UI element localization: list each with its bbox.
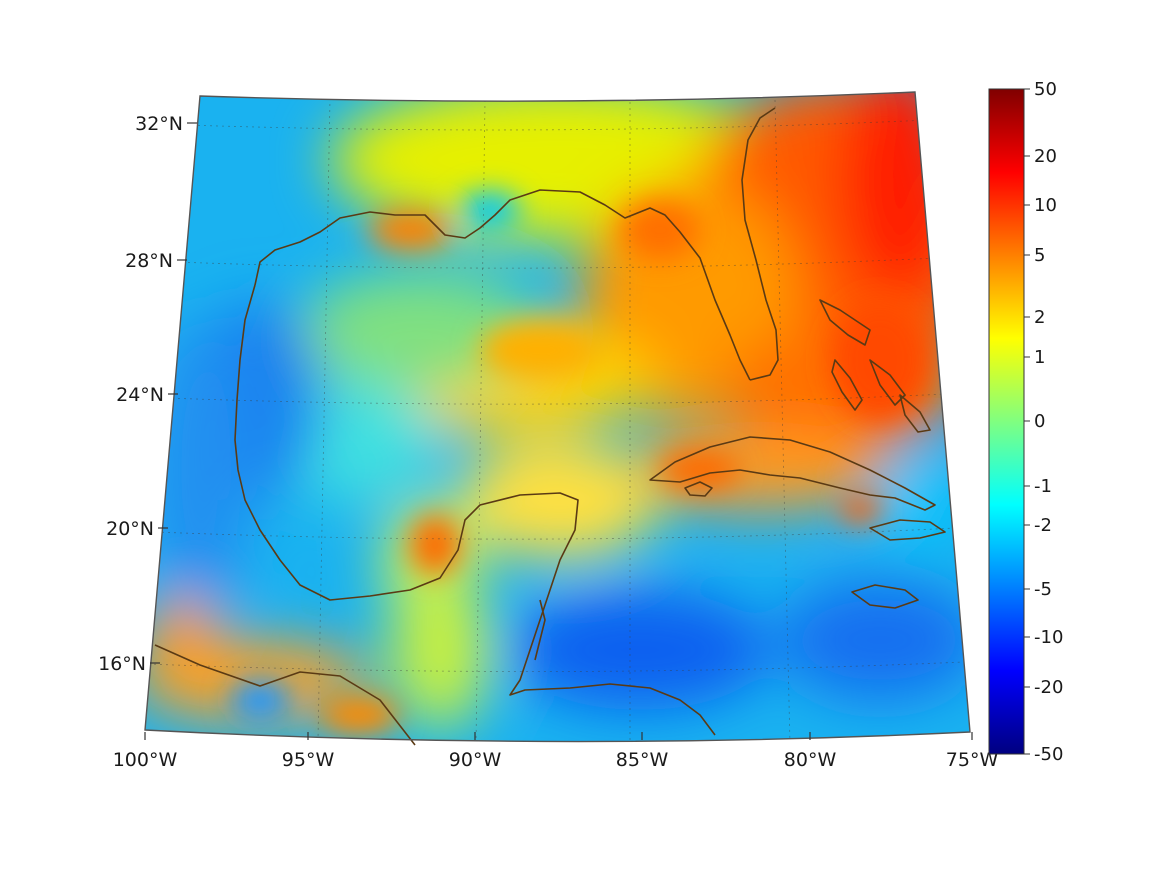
jamaica-coastline [851,584,919,609]
lat-tick-label: 24°N [116,384,164,406]
us-gulf-coastline [254,189,751,381]
colorbar-tick-label: 5 [1034,245,1045,266]
colorbar-tick-label: -2 [1034,515,1052,536]
colorbar-tick-label: 0 [1034,411,1045,432]
data-field [145,92,970,742]
colorbar-tick-label: 10 [1034,195,1057,216]
florida-coastline [741,107,779,381]
lon-tick-label: 85°W [616,749,669,771]
colorbar-tick-label: 2 [1034,307,1045,328]
lon-tick-label: 100°W [113,749,178,771]
longitude-axis: 100°W 95°W 90°W 85°W 80°W 75°W [113,732,999,771]
bahamas-coastline [819,299,931,433]
colorbar-tick-label: -10 [1034,627,1063,648]
lon-tick-label: 90°W [449,749,502,771]
coastlines [154,107,946,746]
colorbar-tick-label: -5 [1034,579,1052,600]
cuba-coastline [649,436,936,511]
latitude-axis: 16°N 20°N 24°N 28°N 32°N [98,113,197,675]
central-america-boundary [154,644,416,746]
yucatan-east-islands [534,599,546,661]
map-frame [144,91,971,743]
colorbar-tick-label: -20 [1034,677,1063,698]
graticule-grid [147,97,964,742]
lat-tick-label: 28°N [125,250,173,272]
hispaniola-coastline [869,519,946,541]
isle-of-youth-coastline [684,481,713,497]
colorbar-tick-label: -50 [1034,744,1063,765]
colorbar-tick-label: 50 [1034,79,1057,100]
colorbar-tick-label: 1 [1034,347,1045,368]
colorbar-tick-label: 20 [1034,146,1057,167]
lat-tick-label: 32°N [135,113,183,135]
colorbar-tick-label: -1 [1034,476,1052,497]
mexico-coastline [234,284,716,736]
lat-tick-label: 20°N [106,518,154,540]
lon-tick-label: 75°W [946,749,999,771]
colorbar-gradient [988,88,1025,755]
lon-tick-label: 95°W [282,749,335,771]
lon-tick-label: 80°W [784,749,837,771]
lat-tick-label: 16°N [98,653,146,675]
